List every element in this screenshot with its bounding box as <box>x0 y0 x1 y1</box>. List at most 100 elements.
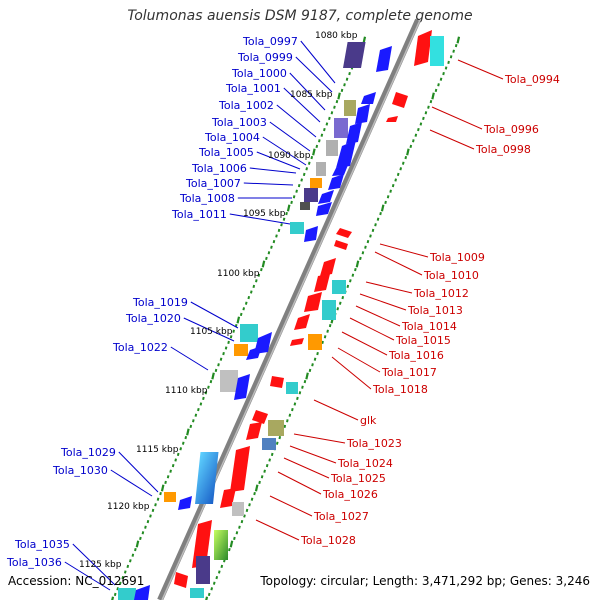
gene-arrow[interactable] <box>346 122 362 144</box>
gene-block[interactable] <box>430 36 444 66</box>
gene-arrow[interactable] <box>230 446 250 492</box>
gene-block[interactable] <box>310 178 322 188</box>
gene-arrow[interactable] <box>304 292 322 312</box>
gene-arrow[interactable] <box>414 30 432 66</box>
gene-block[interactable] <box>232 502 244 516</box>
left-gene-label[interactable]: Tola_1004 <box>204 131 260 144</box>
left-gene-label[interactable]: Tola_1036 <box>6 556 62 569</box>
right-gene-label[interactable]: Tola_1027 <box>313 510 369 523</box>
gene-arrow[interactable] <box>290 338 304 346</box>
left-gene-label[interactable]: Tola_1030 <box>52 464 108 477</box>
left-gene-label[interactable]: Tola_1000 <box>231 67 287 80</box>
left-gene-label[interactable]: Tola_1007 <box>185 177 241 190</box>
left-gene-label[interactable]: Tola_1005 <box>198 146 254 159</box>
right-gene-label[interactable]: Tola_0996 <box>483 123 539 136</box>
gene-block[interactable] <box>304 188 318 202</box>
gene-block[interactable] <box>268 420 284 436</box>
gene-arrow[interactable] <box>376 46 392 72</box>
minor-tick <box>293 402 297 406</box>
gene-block[interactable] <box>164 492 176 502</box>
left-gene-label[interactable]: Tola_1003 <box>211 116 267 129</box>
gene-arrow[interactable] <box>270 376 284 388</box>
left-gene-label[interactable]: Tola_1011 <box>171 208 227 221</box>
left-gene-label[interactable]: Tola_1006 <box>191 162 247 175</box>
gene-arrow[interactable] <box>328 174 344 190</box>
right-gene-label[interactable]: Tola_1014 <box>401 320 457 333</box>
minor-tick <box>434 88 438 93</box>
right-gene-label[interactable]: Tola_1028 <box>300 534 356 547</box>
gene-arrow[interactable] <box>246 422 262 440</box>
right-gene-label[interactable]: Tola_0998 <box>475 143 531 156</box>
gene-arrow[interactable] <box>178 496 192 510</box>
right-gene-label[interactable]: glk <box>360 414 377 427</box>
gene-arrow[interactable] <box>355 104 370 124</box>
gene-block[interactable] <box>195 452 219 504</box>
gene-block[interactable] <box>286 382 298 394</box>
left-gene-label[interactable]: Tola_1020 <box>125 312 181 325</box>
gene-block[interactable] <box>332 280 346 294</box>
right-gene-label[interactable]: Tola_1015 <box>395 334 451 347</box>
gene-block[interactable] <box>322 300 336 320</box>
gene-block[interactable] <box>290 222 304 234</box>
right-gene-label[interactable]: Tola_1009 <box>429 251 485 264</box>
left-gene-label[interactable]: Tola_1019 <box>132 296 188 309</box>
left-gene-label[interactable]: Tola_1001 <box>225 82 281 95</box>
gene-block[interactable] <box>220 370 238 392</box>
minor-tick <box>263 469 266 473</box>
right-gene-label[interactable]: Tola_1017 <box>381 366 437 379</box>
gene-arrow[interactable] <box>252 410 268 424</box>
gene-arrow[interactable] <box>314 274 330 292</box>
gene-arrow[interactable] <box>392 92 408 108</box>
left-gene-label[interactable]: Tola_1008 <box>179 192 235 205</box>
gene-block[interactable] <box>300 202 310 210</box>
left-gene-label[interactable]: Tola_1002 <box>218 99 274 112</box>
gene-arrow[interactable] <box>334 240 348 250</box>
gene-block[interactable] <box>262 438 276 450</box>
right-gene-label[interactable]: Tola_1026 <box>322 488 378 501</box>
gene-block[interactable] <box>334 118 348 138</box>
gene-arrow[interactable] <box>332 165 348 176</box>
gene-block[interactable] <box>316 162 326 176</box>
gene-block[interactable] <box>308 334 322 350</box>
gene-arrow[interactable] <box>386 116 398 122</box>
gene-block[interactable] <box>214 530 228 560</box>
gene-arrow[interactable] <box>316 202 332 216</box>
gene-arrow[interactable] <box>304 226 318 242</box>
left-gene-label[interactable]: Tola_0997 <box>242 35 298 48</box>
right-gene-label[interactable]: Tola_0994 <box>504 73 560 86</box>
gene-block[interactable] <box>196 556 210 584</box>
gene-arrow[interactable] <box>134 585 150 600</box>
minor-tick <box>351 273 355 277</box>
gene-arrow[interactable] <box>361 92 376 104</box>
left-gene-label[interactable]: Tola_1029 <box>60 446 116 459</box>
gene-block[interactable] <box>326 140 338 156</box>
right-gene-label[interactable]: Tola_1023 <box>346 437 402 450</box>
gene-arrow[interactable] <box>234 374 250 400</box>
right-gene-label[interactable]: Tola_1012 <box>413 287 469 300</box>
gene-arrow[interactable] <box>294 314 310 330</box>
gene-arrow[interactable] <box>336 228 352 238</box>
gene-block[interactable] <box>240 324 258 342</box>
right-gene-label[interactable]: Tola_1024 <box>337 457 393 470</box>
right-gene-label[interactable]: Tola_1016 <box>388 349 444 362</box>
right-gene-label[interactable]: Tola_1025 <box>330 472 386 485</box>
gene-arrow[interactable] <box>318 190 334 204</box>
left-gene-label[interactable]: Tola_1035 <box>14 538 70 551</box>
gene-block[interactable] <box>343 42 366 68</box>
gene-arrow[interactable] <box>174 572 188 588</box>
gene-block[interactable] <box>344 100 356 116</box>
left-gene-label[interactable]: Tola_0999 <box>237 51 293 64</box>
right-gene-label[interactable]: Tola_1018 <box>372 383 428 396</box>
major-tick <box>236 316 241 324</box>
right-gene-label[interactable]: Tola_1013 <box>407 304 463 317</box>
minor-tick <box>295 189 298 193</box>
right-gene-label[interactable]: Tola_1010 <box>423 269 479 282</box>
minor-tick <box>141 531 145 535</box>
gene-block[interactable] <box>190 588 204 598</box>
gene-block[interactable] <box>118 588 136 600</box>
gene-arrow[interactable] <box>320 258 336 276</box>
left-gene-label[interactable]: Tola_1022 <box>112 341 168 354</box>
gene-arrow[interactable] <box>336 140 356 168</box>
gene-arrow[interactable] <box>246 346 262 360</box>
gene-block[interactable] <box>234 344 248 356</box>
